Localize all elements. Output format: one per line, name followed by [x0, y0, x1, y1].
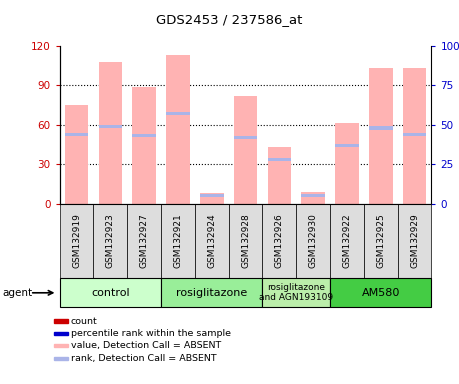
Bar [60, 204, 94, 278]
Bar [234, 96, 257, 204]
Bar [161, 204, 195, 278]
Text: GDS2453 / 237586_at: GDS2453 / 237586_at [157, 13, 302, 26]
Text: count: count [71, 316, 97, 326]
Bar [132, 134, 156, 137]
Text: GSM132929: GSM132929 [410, 214, 419, 268]
Bar [296, 204, 330, 278]
Bar [161, 278, 263, 307]
Bar [234, 136, 257, 139]
Bar [99, 125, 122, 128]
Text: GSM132925: GSM132925 [376, 214, 385, 268]
Bar [65, 132, 89, 136]
Bar [195, 204, 229, 278]
Text: GSM132927: GSM132927 [140, 214, 149, 268]
Bar [94, 204, 127, 278]
Text: AM580: AM580 [362, 288, 400, 298]
Text: GSM132930: GSM132930 [308, 214, 318, 268]
Bar [65, 105, 89, 204]
Bar [132, 87, 156, 204]
Text: rank, Detection Call = ABSENT: rank, Detection Call = ABSENT [71, 354, 216, 363]
Text: GSM132928: GSM132928 [241, 214, 250, 268]
Bar [55, 332, 68, 335]
Bar [166, 112, 190, 116]
Bar [166, 55, 190, 204]
Bar [268, 158, 291, 161]
Bar [55, 344, 68, 347]
Text: agent: agent [2, 288, 33, 298]
Text: rosiglitazone
and AGN193109: rosiglitazone and AGN193109 [259, 283, 333, 303]
Bar [403, 68, 426, 204]
Bar [263, 278, 330, 307]
Bar [268, 147, 291, 204]
Bar [302, 194, 325, 197]
Bar [335, 124, 359, 204]
Text: GSM132924: GSM132924 [207, 214, 216, 268]
Bar [127, 204, 161, 278]
Bar [369, 68, 392, 204]
Text: control: control [91, 288, 130, 298]
Text: GSM132926: GSM132926 [275, 214, 284, 268]
Bar [200, 193, 224, 204]
Bar [397, 204, 431, 278]
Text: GSM132921: GSM132921 [174, 214, 183, 268]
Text: GSM132922: GSM132922 [342, 214, 352, 268]
Text: rosiglitazone: rosiglitazone [176, 288, 247, 298]
Bar [302, 192, 325, 204]
Bar [335, 144, 359, 147]
Text: percentile rank within the sample: percentile rank within the sample [71, 329, 231, 338]
Text: value, Detection Call = ABSENT: value, Detection Call = ABSENT [71, 341, 221, 350]
Bar [330, 278, 431, 307]
Bar [229, 204, 263, 278]
Bar [99, 62, 122, 204]
Bar [55, 357, 68, 360]
Bar [200, 194, 224, 197]
Bar [55, 319, 68, 323]
Bar [364, 204, 397, 278]
Bar [263, 204, 296, 278]
Bar [330, 204, 364, 278]
Bar [60, 278, 161, 307]
Bar [403, 132, 426, 136]
Text: GSM132923: GSM132923 [106, 214, 115, 268]
Bar [369, 126, 392, 129]
Text: GSM132919: GSM132919 [72, 214, 81, 268]
